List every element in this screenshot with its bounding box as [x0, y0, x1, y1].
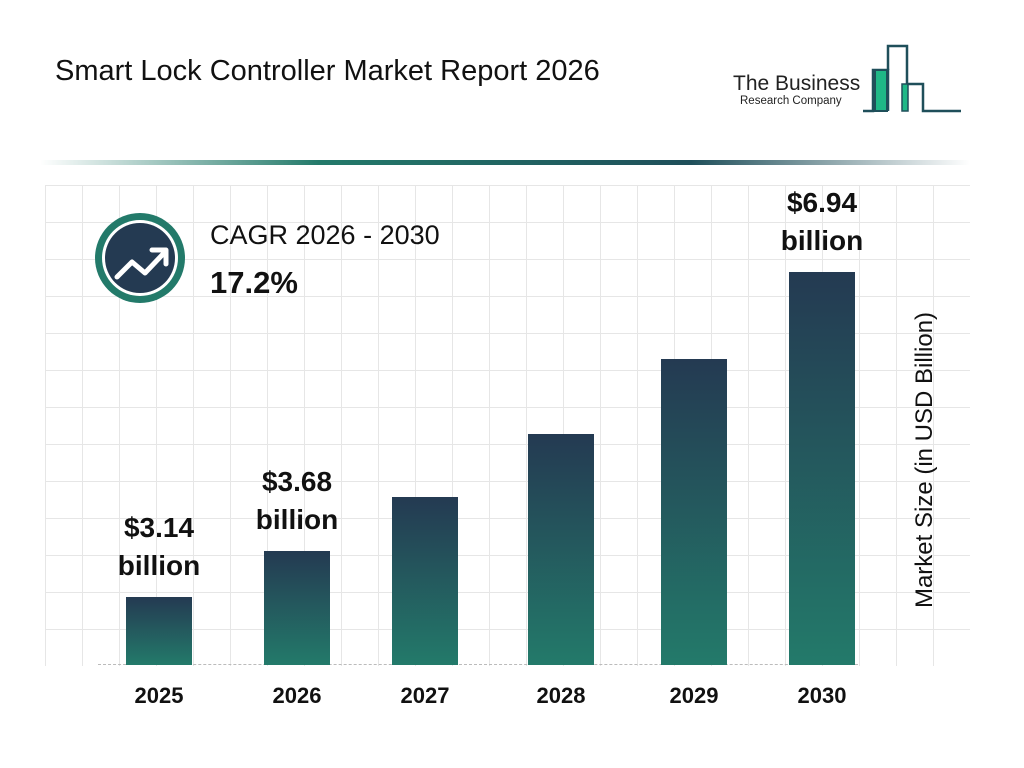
page-title: Smart Lock Controller Market Report 2026 — [55, 55, 600, 87]
x-tick-label: 2027 — [400, 683, 450, 708]
data-label-line2: billion — [255, 503, 339, 535]
bar-2028 — [528, 433, 594, 665]
y-axis-label: Market Size (in USD Billion) — [911, 311, 938, 609]
cagr-label: CAGR 2026 - 2030 — [210, 220, 440, 250]
data-label-line1: $6.94 — [786, 187, 858, 218]
x-axis-baseline — [98, 664, 858, 665]
data-label-line2: billion — [780, 225, 864, 256]
data-label-line1: $3.14 — [123, 512, 195, 543]
bar-2030 — [789, 272, 855, 665]
company-logo: The Business Research Company — [733, 44, 963, 116]
x-tick-label: 2028 — [536, 683, 586, 708]
x-tick-label: 2025 — [134, 683, 184, 708]
logo-line1: The Business — [733, 72, 861, 95]
bar-2029 — [661, 359, 727, 665]
bar-2026 — [264, 550, 330, 665]
logo-line2: Research Company — [740, 95, 842, 107]
x-tick-label: 2029 — [669, 683, 719, 708]
x-tick-label: 2026 — [272, 683, 322, 708]
data-label-line1: $3.68 — [261, 465, 333, 497]
data-label: $6.94 billion — [752, 184, 892, 260]
data-label: $3.68 billion — [227, 463, 367, 539]
x-tick-label: 2030 — [797, 683, 847, 708]
bar-2027 — [392, 496, 458, 665]
divider — [40, 160, 970, 165]
trending-up-icon — [95, 213, 185, 303]
data-label: $3.14 billion — [89, 509, 229, 585]
data-label-line2: billion — [117, 550, 201, 581]
cagr-value: 17.2% — [210, 265, 298, 300]
logo-buildings-icon — [863, 44, 961, 113]
bar-2025 — [126, 597, 192, 665]
